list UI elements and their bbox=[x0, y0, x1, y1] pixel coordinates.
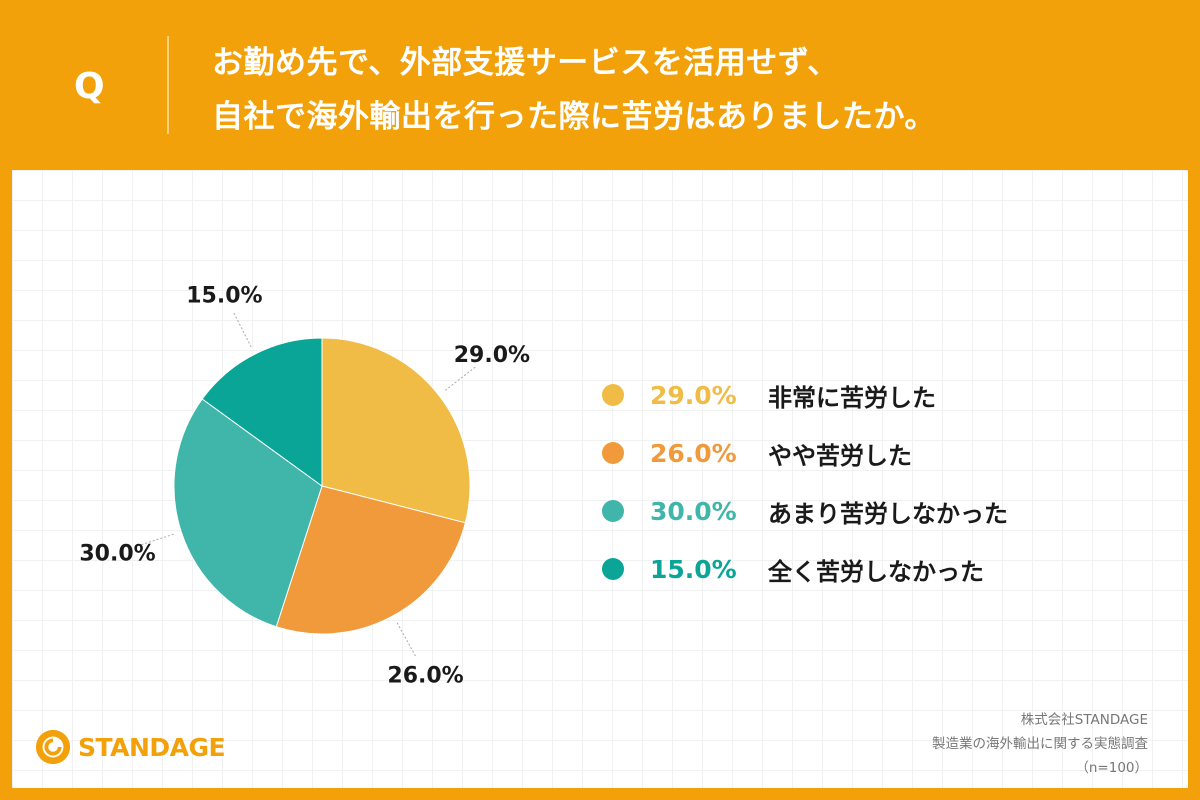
logo-text: STANDAGE bbox=[78, 732, 226, 762]
source-company: 株式会社STANDAGE bbox=[1020, 712, 1148, 728]
legend-percent: 26.0% bbox=[650, 438, 737, 468]
pie-chart: 29.0% 26.0% 30.0% 15.0% bbox=[79, 283, 530, 688]
pie-slice bbox=[201, 337, 323, 487]
legend-item: 26.0% やや苦労した bbox=[600, 424, 1100, 482]
legend-item: 29.0% 非常に苦労した bbox=[600, 366, 1100, 424]
legend-label: 非常に苦労した bbox=[768, 383, 936, 412]
header: Q お勤め先で、外部支援サービスを活用せず、 自社で海外輸出を行った際に苦労はあ… bbox=[0, 0, 1200, 170]
pie-slice bbox=[321, 337, 471, 524]
legend-label: 全く苦労しなかった bbox=[768, 557, 984, 586]
legend-percent: 29.0% bbox=[650, 380, 737, 410]
legend-label: やや苦労した bbox=[768, 441, 912, 470]
slice-leader-line bbox=[232, 311, 252, 348]
chart-panel: 29.0% 26.0% 30.0% 15.0% 29.0% 非常に苦労した 26.0%… bbox=[12, 170, 1188, 788]
header-divider bbox=[167, 36, 169, 134]
slice-value-label: 30.0% bbox=[79, 541, 155, 566]
standage-logo: STANDAGE bbox=[34, 727, 226, 767]
legend-percent: 30.0% bbox=[650, 496, 737, 526]
slice-leader-line bbox=[396, 622, 417, 658]
pie-slice bbox=[275, 485, 466, 635]
legend-dot bbox=[602, 558, 624, 580]
source-sample: （n=100） bbox=[1075, 760, 1148, 776]
legend-item: 30.0% あまり苦労しなかった bbox=[600, 482, 1100, 540]
legend-dot bbox=[602, 384, 624, 406]
q-mark: Q bbox=[74, 66, 105, 107]
legend-item: 15.0% 全く苦労しなかった bbox=[600, 540, 1100, 598]
slice-value-label: 26.0% bbox=[387, 663, 463, 688]
logo-mark-icon bbox=[35, 729, 71, 765]
legend-percent: 15.0% bbox=[650, 554, 737, 584]
slice-leader-line bbox=[444, 365, 478, 391]
question-text: お勤め先で、外部支援サービスを活用せず、 自社で海外輸出を行った際に苦労はありま… bbox=[212, 36, 1112, 144]
pie-slice bbox=[173, 398, 323, 628]
slice-value-label: 29.0% bbox=[454, 343, 530, 368]
question-line-1: お勤め先で、外部支援サービスを活用せず、 bbox=[212, 45, 839, 81]
legend-dot bbox=[602, 442, 624, 464]
source-note: 株式会社STANDAGE 製造業の海外輸出に関する実態調査 （n=100） bbox=[932, 708, 1148, 780]
slice-value-label: 15.0% bbox=[186, 283, 262, 308]
legend: 29.0% 非常に苦労した 26.0% やや苦労した 30.0% あまり苦労しな… bbox=[600, 366, 1100, 598]
legend-dot bbox=[602, 500, 624, 522]
legend-label: あまり苦労しなかった bbox=[768, 499, 1008, 528]
question-line-2: 自社で海外輸出を行った際に苦労はありましたか。 bbox=[212, 99, 936, 135]
source-survey: 製造業の海外輸出に関する実態調査 bbox=[932, 736, 1148, 752]
